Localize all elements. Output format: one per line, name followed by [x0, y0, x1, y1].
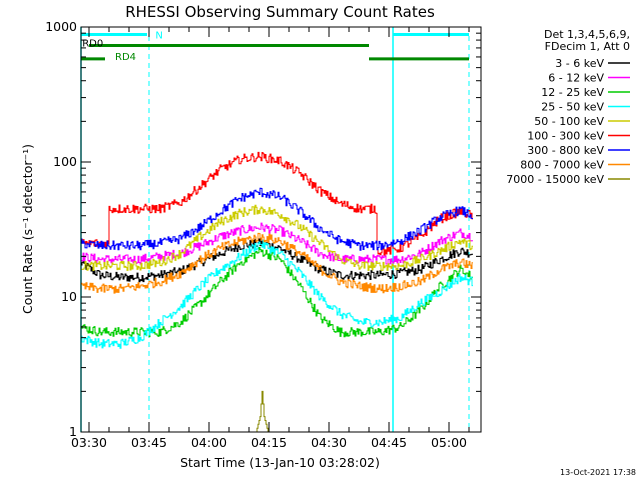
- legend-label: 12 - 25 keV: [541, 86, 604, 99]
- x-tick-label: 03:30: [71, 435, 107, 450]
- series-line-6: [80, 187, 473, 251]
- series-line-1: [80, 222, 473, 265]
- series-line-3: [80, 239, 473, 349]
- x-axis-title: Start Time (13-Jan-10 03:28:02): [180, 455, 380, 470]
- x-tick-label: 03:45: [131, 435, 167, 450]
- legend-label: 50 - 100 keV: [534, 115, 604, 128]
- series-line-5: [80, 151, 473, 256]
- legend-label: 100 - 300 keV: [527, 130, 604, 143]
- y-tick-label: 100: [53, 154, 77, 169]
- series-line-4: [80, 204, 473, 271]
- state-bar-label-0: RD0: [82, 38, 103, 49]
- x-tick-label: 05:00: [431, 435, 467, 450]
- series-line-7: [80, 232, 473, 294]
- y-tick-label: 1: [69, 424, 77, 439]
- legend-header-line: Det 1,3,4,5,6,9,: [544, 28, 630, 41]
- state-bar-label-1: N: [155, 30, 162, 41]
- footer-timestamp: 13-Oct-2021 17:38: [560, 468, 636, 477]
- plot-border: [80, 26, 482, 433]
- legend-label: 25 - 50 keV: [541, 101, 604, 114]
- plot-area: RD0 N RD4: [80, 27, 473, 433]
- y-axis: 1 10 100 1000: [45, 19, 77, 439]
- x-tick-label: 04:15: [251, 435, 287, 450]
- legend-label: 800 - 7000 keV: [520, 159, 604, 172]
- chart-title: RHESSI Observing Summary Count Rates: [125, 3, 435, 21]
- plot-frame: [80, 26, 482, 433]
- x-axis: 03:30 03:45 04:00 04:15 04:30 04:45 05:00: [71, 435, 467, 450]
- legend-label: 7000 - 15000 keV: [506, 173, 604, 186]
- y-tick-label: 1000: [45, 19, 77, 34]
- legend-header-line: FDecim 1, Att 0: [545, 40, 630, 53]
- legend: Det 1,3,4,5,6,9,FDecim 1, Att 0 3 - 6 keV…: [506, 28, 630, 186]
- series-line-8: [241, 390, 281, 433]
- legend-label: 300 - 800 keV: [527, 144, 604, 157]
- y-tick-label: 10: [61, 289, 77, 304]
- x-tick-label: 04:30: [311, 435, 347, 450]
- x-tick-label: 04:00: [191, 435, 227, 450]
- x-tick-label: 04:45: [371, 435, 407, 450]
- state-bar-label-3: RD4: [115, 52, 136, 63]
- series-line-2: [80, 247, 473, 338]
- y-axis-title: Count Rate (s⁻¹ detector⁻¹): [20, 144, 35, 314]
- legend-label: 6 - 12 keV: [548, 72, 604, 85]
- legend-label: 3 - 6 keV: [555, 57, 604, 70]
